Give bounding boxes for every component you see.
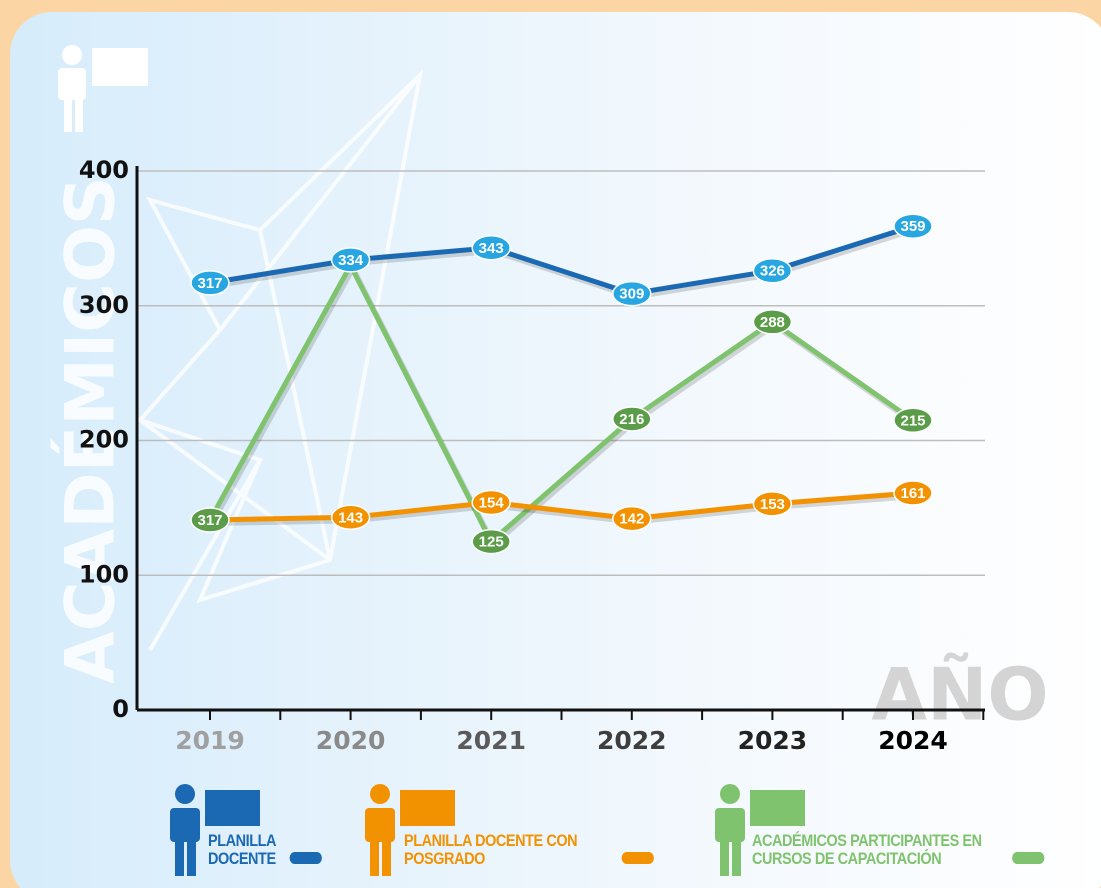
x-tick-label: 2023 [738,726,808,755]
data-label: 288 [760,314,785,331]
data-label-bg [752,491,793,517]
data-label: 125 [479,534,504,551]
y-axis-title: ACADÉMICOS [51,176,131,684]
data-label: 154 [479,494,505,511]
x-tick-label: 2019 [175,726,245,755]
annotation-bg [190,507,230,533]
x-axis-title: AÑO [871,653,1048,737]
x-tick-label: 2024 [878,726,948,755]
data-label: 216 [619,411,644,428]
legend-label: PLANILLA DOCENTE CON POSGRADO [404,831,578,868]
series-line [207,262,915,545]
y-tick-label: 200 [79,426,129,454]
data-label-bg [471,489,511,516]
series-line [209,223,914,297]
data-label-bg [612,505,652,532]
series-shadow [211,493,916,527]
data-label: 359 [900,218,925,235]
data-label: 161 [900,485,925,502]
data-label: 343 [479,240,504,257]
data-label: 153 [760,496,785,513]
legend-icons [170,784,805,876]
data-label-bg [752,257,793,284]
legend-item: PLANILLA DOCENTE CON POSGRADO [404,832,685,868]
data-label: 142 [619,511,644,528]
y-tick-label: 400 [79,156,129,184]
x-tick-label: 2021 [456,726,526,755]
legend-item: PLANILLA DOCENTE [208,832,344,868]
data-label-bg [471,528,511,555]
decoration [136,69,424,652]
annotation: 317 [197,512,222,529]
x-tick-label: 2020 [316,726,386,755]
y-tick-label: 100 [79,560,129,588]
data-label-bg [612,406,652,432]
legend-swatch [1012,852,1045,864]
legend-label: PLANILLA DOCENTE [208,831,276,868]
data-label: 215 [900,412,925,429]
legend-swatch [621,852,654,864]
legend-swatch [289,852,322,864]
header-icon [58,45,148,132]
data-label-bg [612,280,652,307]
y-tick-label: 0 [112,695,129,723]
y-tick-label: 300 [79,291,129,319]
data-label-bg [330,504,371,531]
legend-item: ACADÉMICOS PARTICIPANTES EN CURSOS DE CA… [752,832,1058,868]
data-label-bg [893,407,933,434]
card [10,12,1101,888]
data-label-bg [752,309,793,335]
data-label: 326 [760,263,785,280]
data-label: 317 [197,275,222,292]
data-label: 143 [338,509,363,526]
x-tick-label: 2022 [597,726,667,755]
data-label-bg [893,213,933,239]
legend-label: ACADÉMICOS PARTICIPANTES EN CURSOS DE CA… [752,831,982,868]
data-label: 309 [619,286,644,303]
series-line [209,490,914,523]
data-label-bg [330,247,371,273]
data-label: 334 [338,252,364,269]
data-label-bg [893,480,933,506]
data-label-bg [471,235,511,261]
data-label-bg [190,270,230,296]
